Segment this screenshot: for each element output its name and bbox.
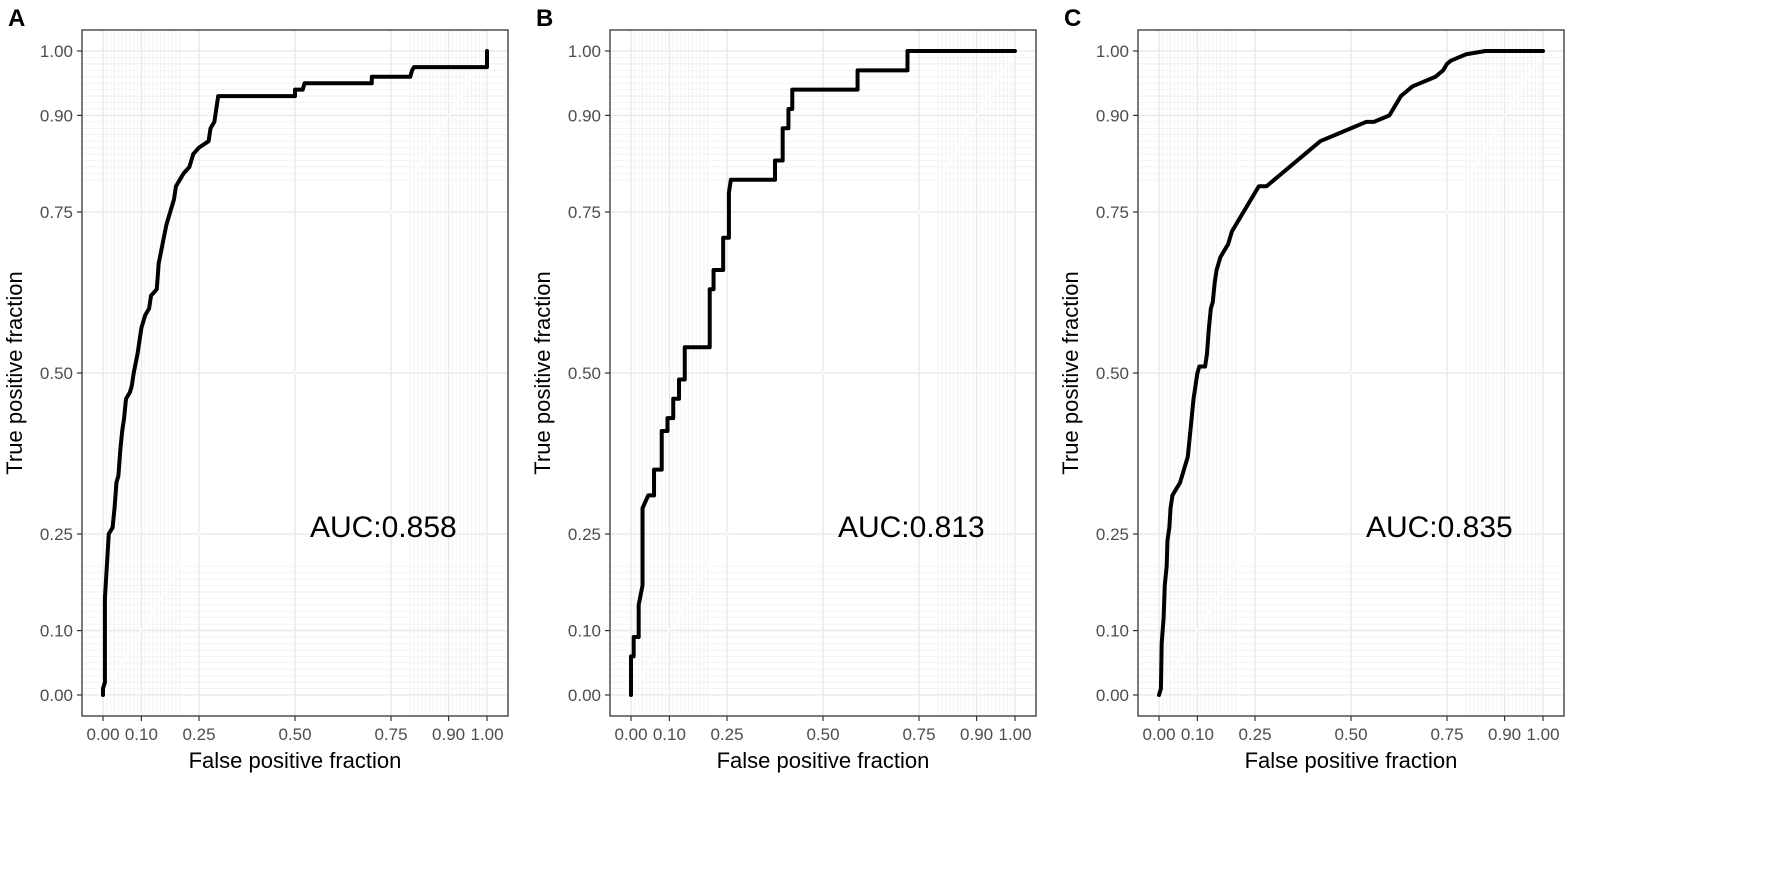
y-tick-label: 0.90 [1096,106,1129,125]
y-tick-label: 0.50 [1096,364,1129,383]
x-tick-label: 0.25 [1238,725,1271,744]
y-axis-title: True positive fraction [2,271,27,474]
auc-annotation: AUC:0.835 [1366,511,1513,544]
x-tick-label: 0.10 [125,725,158,744]
auc-annotation: AUC:0.858 [310,511,457,544]
y-tick-label: 0.90 [568,106,601,125]
x-axis-title: False positive fraction [717,748,930,773]
y-tick-label: 1.00 [568,42,601,61]
y-axis-title: True positive fraction [1058,271,1083,474]
x-tick-label: 0.50 [1334,725,1367,744]
x-tick-label: 0.75 [1430,725,1463,744]
y-tick-label: 0.10 [568,622,601,641]
x-tick-label: 0.90 [1488,725,1521,744]
roc-curve [1157,49,1545,697]
reference-diagonal [102,50,488,696]
x-tick-label: 0.50 [278,725,311,744]
y-tick-label: 0.25 [568,525,601,544]
auc-annotation: AUC:0.813 [838,511,985,544]
y-tick-label: 0.00 [40,686,73,705]
x-tick-label: 0.90 [432,725,465,744]
reference-diagonal [630,50,1016,696]
major-grid [610,30,1036,716]
y-tick-label: 0.10 [1096,622,1129,641]
y-tick-label: 0.90 [40,106,73,125]
y-tick-label: 0.75 [1096,203,1129,222]
y-tick-label: 0.25 [40,525,73,544]
x-tick-label: 0.00 [614,725,647,744]
x-tick-label: 0.00 [1142,725,1175,744]
panel-label: B [536,5,553,32]
y-tick-label: 0.50 [568,364,601,383]
x-tick-label: 0.50 [806,725,839,744]
y-tick-label: 1.00 [1096,42,1129,61]
panel-label: C [1064,5,1081,32]
x-tick-label: 0.10 [1181,725,1214,744]
x-tick-label: 0.10 [653,725,686,744]
x-tick-label: 1.00 [470,725,503,744]
roc-curve [629,49,1017,697]
x-tick-label: 0.75 [374,725,407,744]
y-tick-label: 0.50 [40,364,73,383]
panel-label: A [8,5,25,32]
y-tick-label: 0.25 [1096,525,1129,544]
x-axis-title: False positive fraction [1245,748,1458,773]
panel-B: 0.00 0.10 0.25 0.50 0.75 0.90 1.00 0.00 0.10 0.25… [530,5,1037,773]
y-tick-label: 0.75 [568,203,601,222]
x-tick-label: 1.00 [1526,725,1559,744]
roc-curve [101,49,489,697]
y-tick-label: 0.10 [40,622,73,641]
x-tick-label: 0.25 [710,725,743,744]
x-tick-label: 1.00 [998,725,1031,744]
panel-C: 0.00 0.10 0.25 0.50 0.75 0.90 1.00 0.00 0.10 0.25… [1058,5,1565,773]
x-tick-label: 0.90 [960,725,993,744]
x-tick-label: 0.75 [902,725,935,744]
y-axis-title: True positive fraction [530,271,555,474]
reference-diagonal [1158,50,1544,696]
x-axis-title: False positive fraction [189,748,402,773]
y-tick-label: 1.00 [40,42,73,61]
x-tick-label: 0.25 [182,725,215,744]
x-tick-label: 0.00 [86,725,119,744]
panel-A: 0.00 0.10 0.25 0.50 0.75 0.90 1.00 0.00 0.10 0.25… [2,5,509,773]
y-tick-label: 0.75 [40,203,73,222]
y-tick-label: 0.00 [568,686,601,705]
y-tick-label: 0.00 [1096,686,1129,705]
